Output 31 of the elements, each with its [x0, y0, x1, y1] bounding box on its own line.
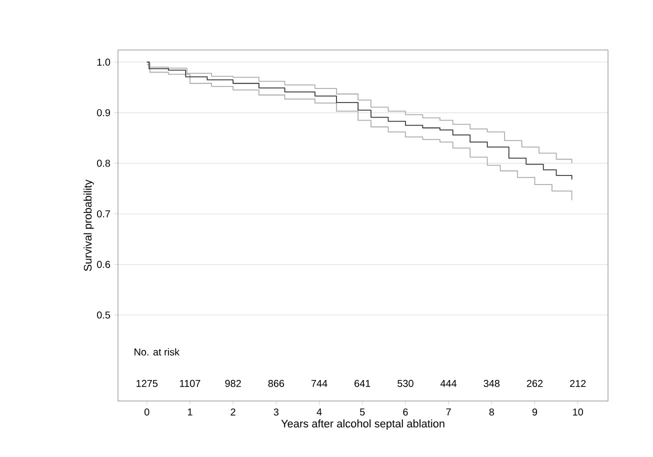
annotation: 348	[484, 380, 500, 387]
annotation: 866	[268, 380, 284, 387]
x-tick-label: 9	[532, 408, 538, 416]
x-tick-label: 7	[446, 408, 451, 416]
x-tick-label: 5	[360, 408, 365, 416]
annotation: 212	[570, 380, 586, 387]
y-axis-title: Survival probability	[84, 180, 94, 271]
annotation: 1107	[180, 380, 200, 387]
annotation: 982	[225, 380, 241, 387]
x-axis-title: Years after alcohol septal ablation	[281, 419, 444, 430]
x-tick-label: 3	[274, 408, 279, 416]
y-tick-label: 0.6	[97, 260, 110, 268]
y-tick-label: 0.7	[97, 210, 110, 218]
annotation: 444	[440, 380, 457, 387]
x-tick-label: 2	[230, 408, 236, 416]
x-tick-label: 6	[403, 408, 408, 416]
x-tick-label: 0	[144, 408, 150, 416]
annotation: 744	[311, 380, 328, 387]
y-tick-label: 0.8	[97, 160, 110, 167]
y-tick-label: 0.5	[97, 311, 110, 319]
x-tick-label: 8	[489, 408, 494, 416]
annotation: 530	[398, 380, 414, 387]
x-tick-label: 4	[316, 408, 322, 416]
x-tick-label: 1	[188, 408, 192, 416]
y-tick-label: 1.0	[97, 58, 110, 66]
x-tick-label: 10	[573, 408, 583, 416]
y-tick-label: 0.9	[97, 109, 110, 116]
annotation: 1275	[136, 380, 158, 387]
annotation: 262	[526, 380, 543, 387]
annotation: 641	[354, 380, 370, 387]
annotation: No. at risk	[134, 348, 180, 356]
